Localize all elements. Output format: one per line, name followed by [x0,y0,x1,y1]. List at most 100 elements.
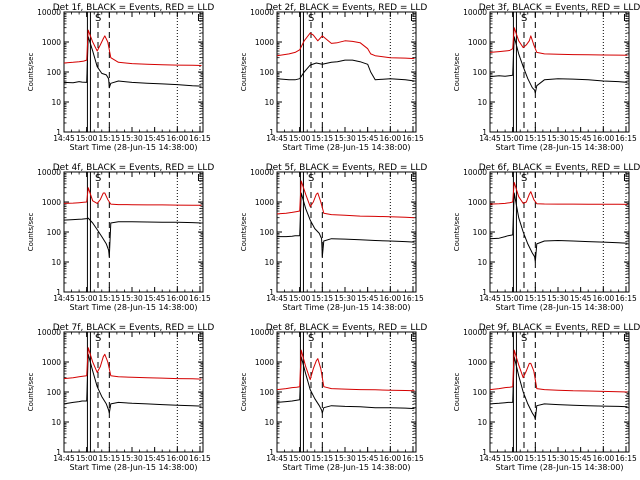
y-tick-label: 100 [260,68,275,77]
y-tick-label: 1 [482,128,487,137]
x-tick-label: 15:15 [525,294,547,303]
x-tick-label: 14:45 [53,454,75,463]
x-tick-label: 15:30 [547,454,569,463]
y-tick-label: 1 [269,128,274,137]
y-tick-label: 100 [47,228,62,237]
x-tick-label: 15:00 [289,294,311,303]
x-tick-label: 15:30 [547,134,569,143]
event-marker-label: L [410,173,416,184]
x-tick-label: 15:00 [76,454,98,463]
event-marker-label: S [95,333,101,344]
event-marker-label: L [197,13,203,24]
event-marker-label: S [521,333,527,344]
x-tick-label: 16:15 [189,134,211,143]
x-tick-label: 15:30 [334,134,356,143]
y-axis-label: Counts/sec [27,373,35,412]
x-tick-label: 15:15 [312,294,334,303]
y-tick-label: 1000 [468,38,487,47]
x-tick-label: 15:00 [76,134,98,143]
x-axis-label: Start Time (28-Jun-15 14:38:00) [70,463,198,472]
event-marker-label: L [623,173,629,184]
x-tick-label: 15:15 [312,134,334,143]
chart-title: Det 1f, BLACK = Events, RED = LLD [53,3,215,13]
plot-frame [63,171,204,293]
series-line-events [276,59,415,82]
x-tick-label: 15:45 [144,454,166,463]
y-tick-label: 1000 [468,358,487,367]
x-tick-label: 15:30 [334,294,356,303]
series-line-lld [63,347,202,380]
event-marker-label: S [95,13,101,24]
plot-frame [276,331,417,453]
series-line-events [489,192,628,263]
y-axis-label: Counts/sec [453,53,461,92]
panel-det-1: Det 1f, BLACK = Events, RED = LLD Counts/… [27,3,214,152]
event-marker-label: S [308,13,314,24]
x-tick-label: 15:15 [312,454,334,463]
x-tick-label: 15:00 [289,134,311,143]
series-line-events [489,36,628,94]
chart-title: Det 5f, BLACK = Events, RED = LLD [266,163,428,173]
chart-title: Det 9f, BLACK = Events, RED = LLD [479,323,640,333]
panel-det-7: Det 7f, BLACK = Events, RED = LLD Counts/… [27,323,214,472]
event-marker-label: S [308,173,314,184]
y-tick-label: 100 [473,388,488,397]
y-axis-label: Counts/sec [240,53,248,92]
x-tick-label: 15:45 [144,134,166,143]
x-tick-label: 15:45 [144,294,166,303]
x-tick-label: 15:45 [570,134,592,143]
x-tick-label: 16:15 [189,294,211,303]
x-tick-label: 16:00 [380,454,402,463]
x-tick-label: 15:45 [357,454,379,463]
panel-det-8: Det 8f, BLACK = Events, RED = LLD Counts/… [240,323,427,472]
y-tick-label: 10 [477,258,487,267]
x-axis-label: Start Time (28-Jun-15 14:38:00) [283,463,411,472]
x-tick-label: 15:30 [334,454,356,463]
panel-det-5: Det 5f, BLACK = Events, RED = LLD Counts/… [240,163,427,312]
y-tick-label: 1000 [42,38,61,47]
x-tick-label: 14:45 [266,294,288,303]
y-tick-label: 100 [473,68,488,77]
series-line-lld [63,29,202,66]
x-tick-label: 15:00 [289,454,311,463]
plot-frame [276,11,417,133]
x-tick-label: 15:15 [99,134,121,143]
y-tick-label: 10 [264,98,274,107]
series-line-lld [489,27,628,56]
plot-frame [63,331,204,453]
y-tick-label: 1000 [42,198,61,207]
y-tick-label: 10000 [250,328,274,337]
x-axis-label: Start Time (28-Jun-15 14:38:00) [496,463,624,472]
series-line-lld [489,181,628,205]
x-tick-label: 16:00 [167,134,189,143]
x-tick-label: 15:45 [357,134,379,143]
x-tick-label: 16:15 [402,294,424,303]
y-tick-label: 1 [269,448,274,457]
series-line-lld [276,32,415,60]
y-tick-label: 1000 [255,358,274,367]
y-tick-label: 100 [47,388,62,397]
event-marker-label: S [95,173,101,184]
panel-det-6: Det 6f, BLACK = Events, RED = LLD Counts/… [453,163,640,312]
series-line-events [276,356,415,414]
y-tick-label: 10000 [250,8,274,17]
series-line-lld [276,180,415,219]
series-line-lld [63,187,202,206]
y-tick-label: 1000 [42,358,61,367]
y-tick-label: 100 [260,388,275,397]
chart-title: Det 6f, BLACK = Events, RED = LLD [479,163,640,173]
x-axis-label: Start Time (28-Jun-15 14:38:00) [283,143,411,152]
x-axis-label: Start Time (28-Jun-15 14:38:00) [70,303,198,312]
chart-title: Det 7f, BLACK = Events, RED = LLD [53,323,215,333]
x-tick-label: 16:00 [593,134,615,143]
y-tick-label: 1 [482,448,487,457]
x-tick-label: 15:30 [121,454,143,463]
x-tick-label: 15:15 [99,454,121,463]
y-tick-label: 1 [482,288,487,297]
event-marker-label: L [197,173,203,184]
x-axis-label: Start Time (28-Jun-15 14:38:00) [496,303,624,312]
y-tick-label: 1000 [255,38,274,47]
event-marker-label: L [410,13,416,24]
y-axis-label: Counts/sec [453,373,461,412]
x-tick-label: 14:45 [53,134,75,143]
